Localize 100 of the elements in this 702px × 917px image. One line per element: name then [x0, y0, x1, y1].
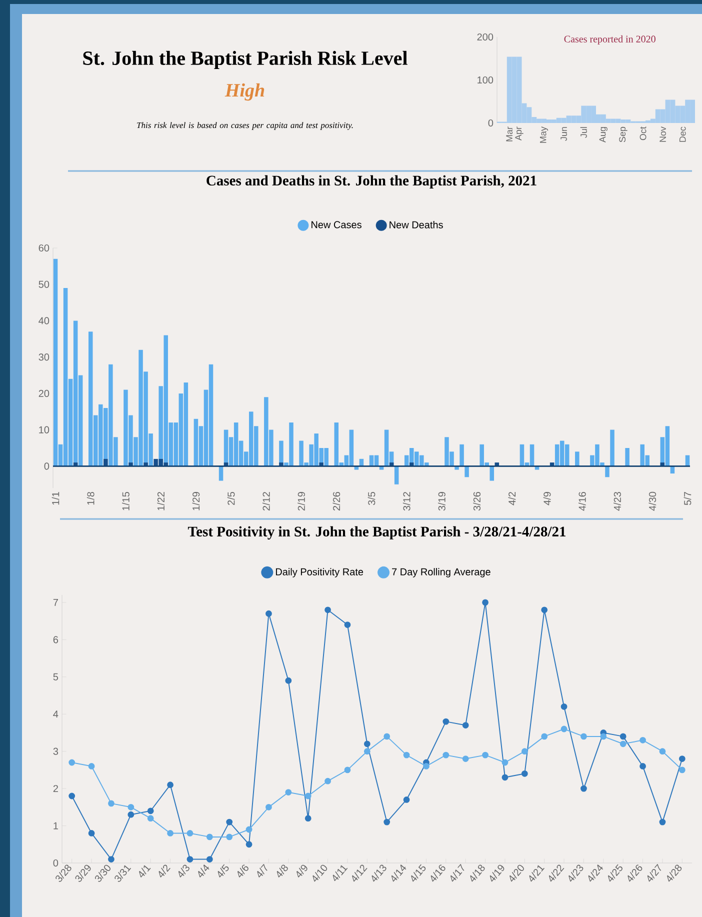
- point: [403, 796, 410, 803]
- y-tick-label: 6: [53, 636, 58, 644]
- y-tick-label: 50: [38, 280, 50, 288]
- point: [108, 800, 114, 807]
- y-tick-label: 7: [53, 599, 58, 606]
- point: [128, 811, 134, 818]
- y-tick-label: 200: [477, 33, 494, 41]
- point: [620, 740, 626, 748]
- x-tick-label: 4/1: [139, 865, 151, 878]
- point: [206, 856, 213, 862]
- point: [482, 599, 488, 606]
- point: [384, 818, 390, 826]
- y-tick-label: 5: [53, 673, 58, 680]
- y-tick-label: 10: [39, 426, 50, 434]
- x-tick-label: Oct: [640, 126, 646, 140]
- bar: [464, 466, 469, 478]
- point: [226, 834, 233, 840]
- legend-label: New Cases: [312, 221, 362, 228]
- point: [678, 756, 686, 762]
- chart-title: Cases reported in 2020: [564, 35, 656, 44]
- x-tick-label: 3/5: [368, 492, 376, 506]
- x-tick-label: 4/16: [578, 492, 586, 511]
- x-tick-label: 1/15: [122, 492, 130, 510]
- x-tick-label: 4/11: [332, 865, 348, 882]
- x-tick-label: 1/29: [192, 492, 200, 510]
- y-tick-label: 60: [38, 244, 50, 252]
- point: [147, 808, 154, 814]
- chart-title: Test Positivity in St. John the Baptist Parish - 3/28/21-4/28/21: [188, 526, 566, 540]
- x-tick-label: Jun: [560, 127, 567, 141]
- x-tick-label: Apr: [515, 126, 524, 141]
- point: [68, 759, 76, 766]
- point: [266, 610, 272, 617]
- point: [442, 718, 450, 725]
- y-tick-label: 0: [44, 462, 50, 470]
- point: [246, 841, 252, 848]
- x-tick-label: 1/8: [86, 492, 94, 505]
- point: [364, 748, 370, 755]
- bar: [605, 466, 610, 478]
- point: [285, 789, 292, 796]
- x-tick-label: May: [540, 126, 548, 143]
- x-tick-label: 4/2: [508, 492, 516, 506]
- y-tick-label: 30: [38, 354, 50, 361]
- x-tick-label: Mar: [506, 126, 513, 142]
- point: [560, 726, 568, 732]
- bar: [610, 430, 614, 466]
- x-tick-label: 4/7: [257, 864, 268, 878]
- point: [678, 766, 686, 774]
- y-tick-label: 40: [38, 317, 50, 324]
- chart-title: Cases and Deaths in St. John the Baptist Parish, 2021: [206, 175, 536, 188]
- y-tick-label: 4: [53, 710, 58, 718]
- x-tick-label: 2/19: [298, 492, 305, 510]
- point: [659, 748, 666, 755]
- x-tick-label: Dec: [679, 126, 686, 142]
- point: [226, 818, 233, 826]
- x-tick-label: 2/26: [332, 492, 340, 510]
- point: [620, 733, 626, 740]
- y-tick-label: 1: [54, 822, 58, 830]
- bar: [104, 458, 108, 466]
- point: [403, 752, 410, 758]
- point: [167, 830, 174, 836]
- point: [108, 856, 114, 862]
- point: [304, 815, 312, 822]
- bar: [394, 466, 399, 484]
- point: [482, 752, 488, 758]
- point: [344, 766, 351, 774]
- point: [285, 677, 292, 684]
- point: [186, 856, 194, 862]
- legend-label: New Deaths: [390, 221, 443, 228]
- legend-label: 7 Day Rolling Average: [392, 568, 490, 578]
- point: [304, 792, 312, 800]
- x-tick-label: 4/5: [218, 864, 229, 878]
- y-tick-label: 0: [53, 859, 58, 867]
- x-tick-label: 3/19: [438, 492, 446, 511]
- point: [186, 830, 194, 836]
- point: [502, 774, 508, 781]
- bar: [460, 444, 464, 466]
- point: [246, 826, 252, 833]
- x-tick-label: 2/12: [262, 492, 270, 510]
- x-tick-label: 4/3: [178, 864, 190, 878]
- x-tick-label: 4/6: [237, 864, 248, 878]
- legend-label: Daily Positivity Rate: [276, 568, 364, 578]
- x-tick-label: 2/5: [227, 492, 235, 505]
- x-tick-label: 4/4: [198, 864, 210, 878]
- point: [541, 606, 548, 614]
- x-tick-label: 4/23: [614, 492, 621, 511]
- point: [521, 748, 528, 755]
- x-tick-label: 3/12: [402, 492, 410, 511]
- point: [541, 733, 548, 740]
- point: [206, 834, 213, 840]
- point: [560, 703, 568, 710]
- point: [167, 782, 174, 788]
- point: [364, 740, 370, 748]
- point: [128, 804, 134, 810]
- point: [502, 759, 508, 766]
- x-tick-label: Jul: [580, 127, 587, 138]
- point: [521, 770, 528, 777]
- x-tick-label: 1/1: [52, 492, 60, 505]
- point: [88, 830, 95, 836]
- y-tick-label: 3: [53, 748, 58, 755]
- text: This risk level is based on cases per capita and test positivity.: [137, 122, 353, 130]
